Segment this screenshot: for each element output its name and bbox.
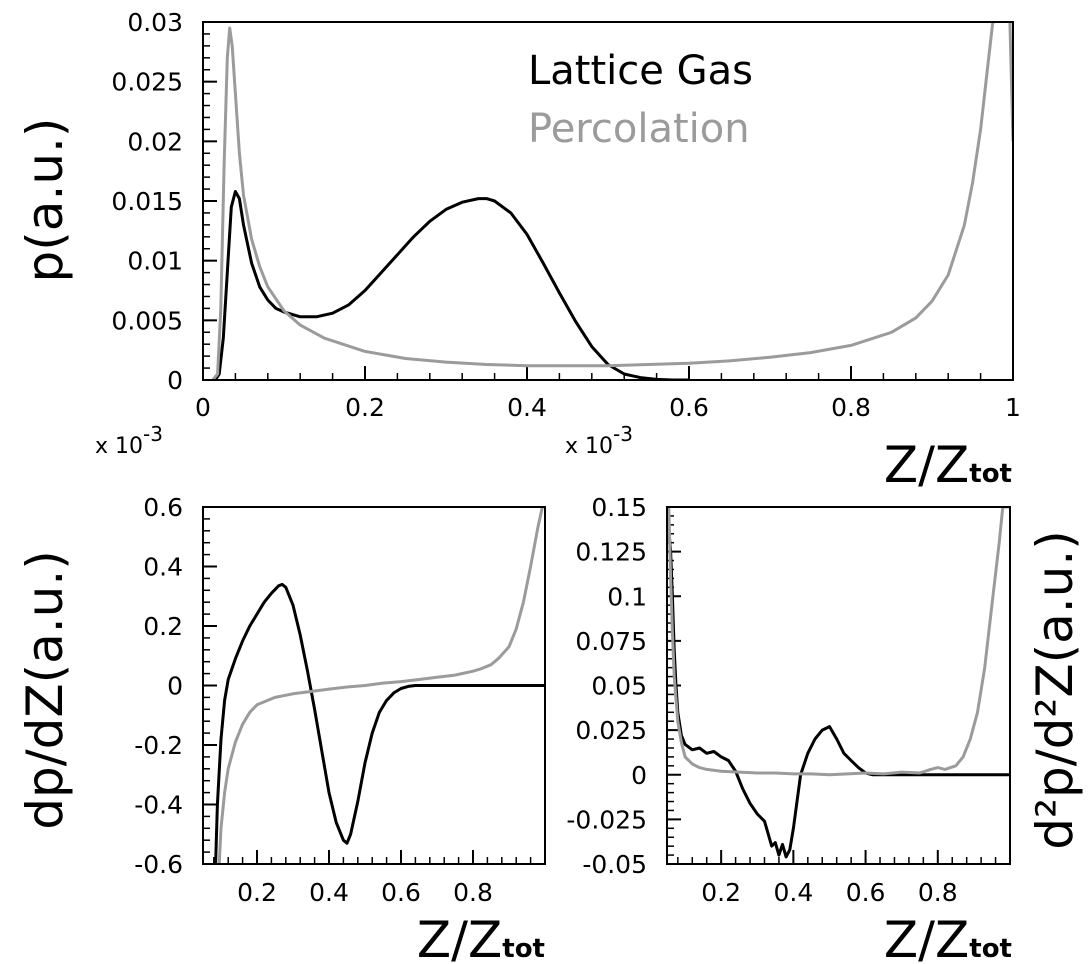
- top-frame: [202, 21, 1014, 381]
- br-x-ticks: 0.2 0.4 0.6 0.8: [677, 850, 1011, 907]
- top-x-tick-label: 0.6: [669, 393, 709, 422]
- bl-y-tick-label: 0: [167, 672, 183, 701]
- bl-x-axis-title-sub: tot: [502, 934, 545, 964]
- panel-bottom-right: -0.05 -0.025 0 0.025 0.05 0.075 0.1 0.125 0.15 0…: [565, 422, 1084, 964]
- bl-series: [214, 507, 545, 864]
- top-x-tick-label: 0.2: [345, 393, 385, 422]
- br-y-tick-label: 0.15: [591, 493, 647, 522]
- br-y-ticks: -0.05 -0.025 0 0.025 0.05 0.075 0.1 0.125 0.15: [566, 493, 681, 879]
- br-multiplier-exp: -3: [613, 422, 633, 446]
- br-y-tick-label: 0.025: [575, 716, 647, 745]
- top-x-tick-label: 0: [195, 393, 211, 422]
- bl-series-line-lattice-gas: [214, 582, 545, 864]
- top-y-tick-label: 0: [167, 366, 183, 395]
- top-y-tick-label: 0.015: [111, 187, 183, 216]
- br-frame: [666, 506, 1011, 865]
- br-x-tick-label: 0.8: [918, 878, 958, 907]
- top-x-ticks: 0 0.2 0.4 0.6 0.8 1: [195, 366, 1021, 422]
- br-y-tick-label: 0.1: [607, 582, 647, 611]
- bl-x-tick-label: 0.8: [453, 878, 493, 907]
- bl-y-tick-label: -0.6: [134, 850, 183, 879]
- br-series: [667, 507, 1010, 859]
- bl-x-ticks: 0.2 0.4 0.6 0.8: [213, 850, 546, 907]
- bl-y-tick-label: 0.6: [143, 493, 183, 522]
- br-y-tick-label: 0.05: [591, 672, 647, 701]
- top-x-axis-title-sub: tot: [969, 459, 1012, 489]
- top-y-tick-label: 0.025: [111, 68, 183, 97]
- bl-multiplier-exp: -3: [143, 422, 163, 446]
- br-y-tick-label: 0.075: [575, 627, 647, 656]
- br-x-tick-label: 0.2: [701, 878, 741, 907]
- bl-x-axis-title: Z/Ztot: [417, 911, 545, 964]
- bl-y-tick-label: -0.4: [134, 791, 183, 820]
- bl-x-tick-label: 0.6: [381, 878, 421, 907]
- br-series-line-lattice-gas: [667, 507, 1010, 859]
- br-y-axis-title: d²p/d²Z(a.u.): [1026, 530, 1084, 850]
- br-multiplier: x 10-3: [565, 422, 633, 459]
- bl-y-ticks: -0.6 -0.4 -0.2 0 0.2 0.4 0.6: [134, 493, 217, 879]
- top-x-axis-title: Z/Ztot: [884, 436, 1012, 494]
- bl-x-tick-label: 0.4: [309, 878, 349, 907]
- top-x-axis-title-main: Z/Z: [884, 436, 969, 494]
- top-y-axis-title: p(a.u.): [16, 118, 74, 283]
- bl-multiplier: x 10-3: [95, 422, 163, 459]
- bl-y-tick-label: 0.2: [143, 612, 183, 641]
- top-y-tick-label: 0.02: [127, 127, 183, 156]
- bl-x-axis-title-main: Z/Z: [417, 911, 502, 964]
- bl-y-tick-label: 0.4: [143, 553, 183, 582]
- br-series-line-percolation: [667, 507, 1010, 777]
- top-y-ticks: 0 0.005 0.01 0.015 0.02 0.025 0.03: [111, 8, 217, 395]
- br-x-axis-title-sub: tot: [969, 934, 1012, 964]
- bl-y-tick-label: -0.2: [134, 731, 183, 760]
- top-y-tick-label: 0.005: [111, 306, 183, 335]
- br-y-tick-label: 0.125: [575, 538, 647, 567]
- br-x-tick-label: 0.4: [773, 878, 813, 907]
- bl-multiplier-base: x 10: [95, 434, 143, 459]
- br-y-tick-label: 0: [631, 761, 647, 790]
- bl-y-axis-title: dp/dZ(a.u.): [16, 550, 74, 829]
- top-x-tick-label: 0.4: [507, 393, 547, 422]
- br-multiplier-base: x 10: [565, 434, 613, 459]
- top-series-line-lattice-gas: [213, 190, 689, 380]
- bl-frame: [202, 506, 546, 865]
- br-x-axis-title: Z/Ztot: [884, 911, 1012, 964]
- top-series-line-percolation: [211, 22, 1013, 380]
- panel-bottom-left: -0.6 -0.4 -0.2 0 0.2 0.4 0.6 0.2 0.4 0.6 0.8 x 10…: [16, 422, 546, 964]
- top-y-tick-label: 0.03: [127, 8, 183, 37]
- br-x-tick-label: 0.6: [846, 878, 886, 907]
- br-y-tick-label: -0.05: [582, 850, 647, 879]
- br-y-tick-label: -0.025: [566, 805, 647, 834]
- top-x-tick-label: 0.8: [831, 393, 871, 422]
- top-x-tick-label: 1: [1005, 393, 1021, 422]
- top-series: [211, 22, 1013, 380]
- legend-lattice-gas: Lattice Gas: [528, 48, 753, 94]
- legend-percolation: Percolation: [528, 106, 750, 152]
- top-y-tick-label: 0.01: [127, 247, 183, 276]
- bl-x-tick-label: 0.2: [237, 878, 277, 907]
- bl-series-line-percolation: [217, 507, 544, 864]
- br-x-axis-title-main: Z/Z: [884, 911, 969, 964]
